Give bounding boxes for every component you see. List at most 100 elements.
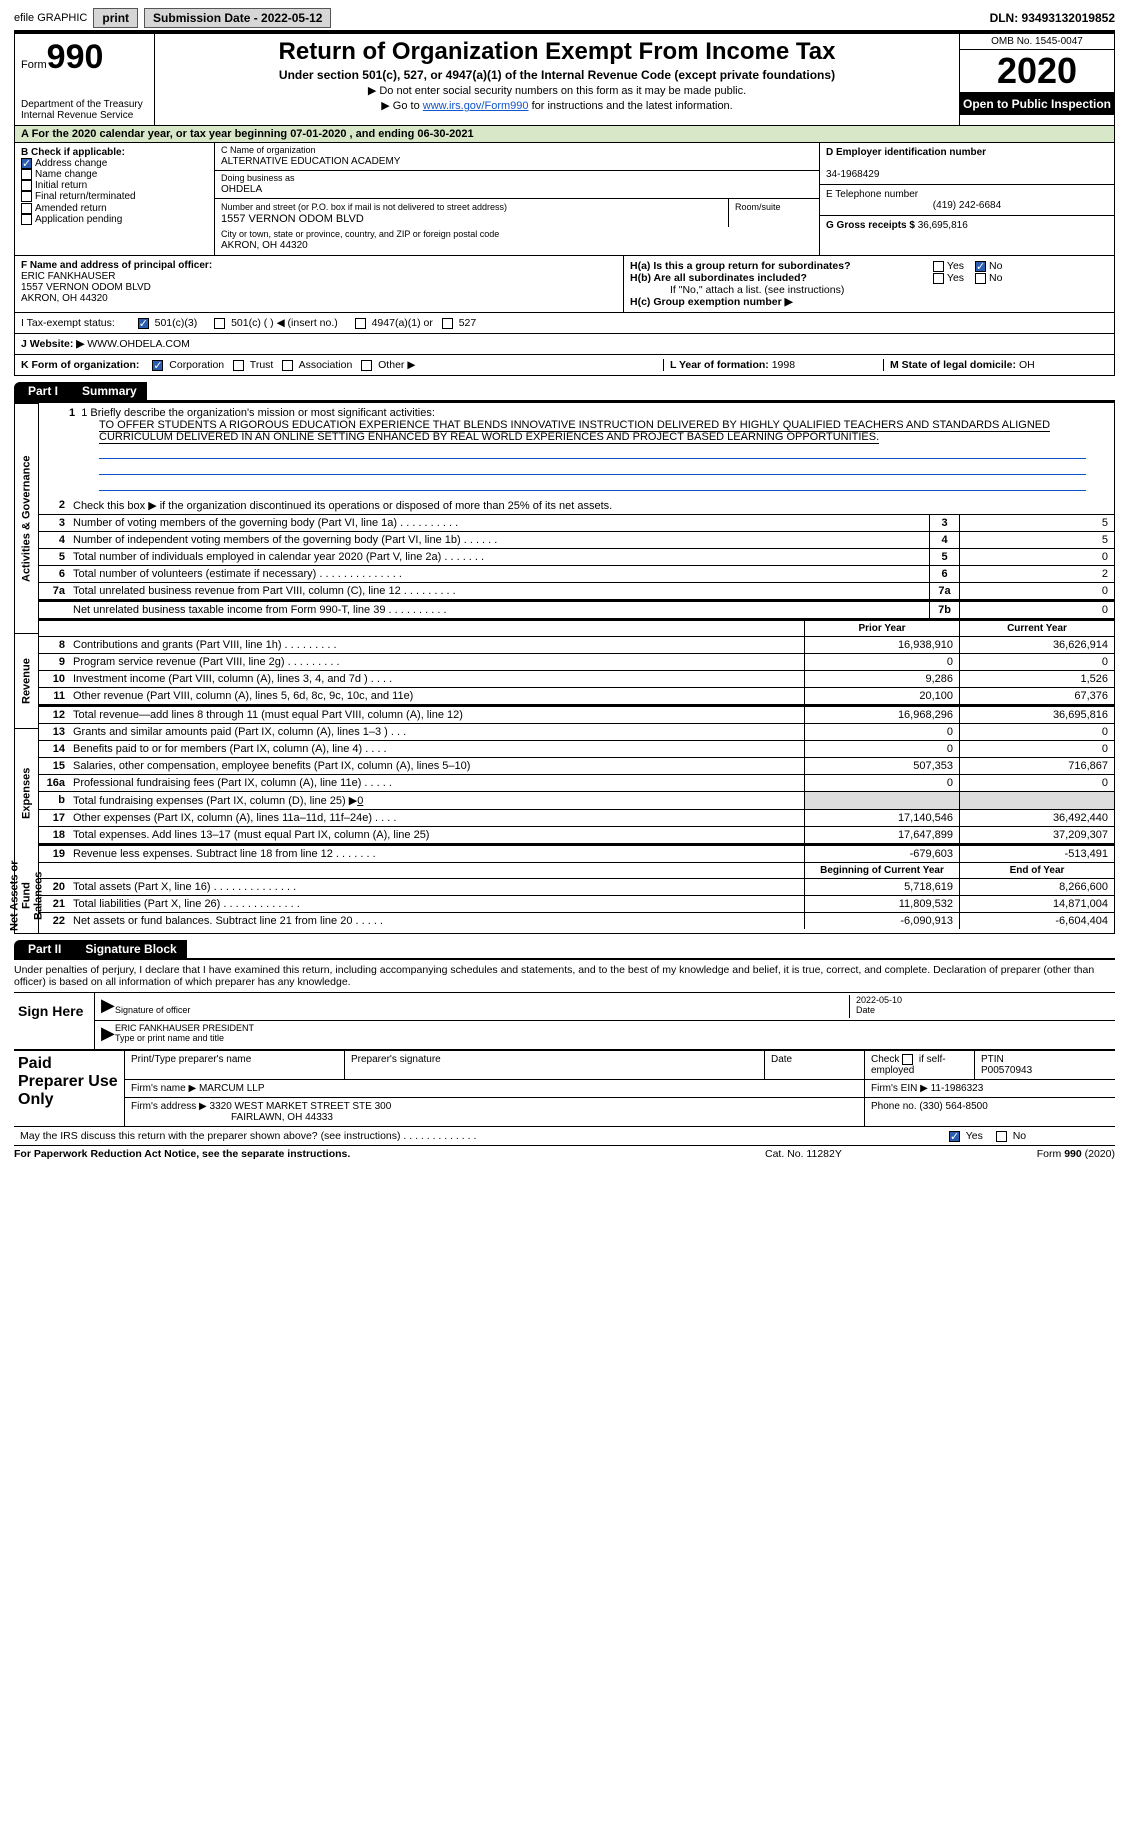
- year-formation: 1998: [772, 359, 795, 371]
- topbar: efile GRAPHIC print Submission Date - 20…: [14, 8, 1115, 32]
- print-button[interactable]: print: [93, 8, 138, 28]
- line21: Total liabilities (Part X, line 26) . . …: [69, 896, 804, 912]
- line11: Other revenue (Part VIII, column (A), li…: [69, 688, 804, 704]
- line19: Revenue less expenses. Subtract line 18 …: [69, 846, 804, 862]
- firm-ein-label: Firm's EIN ▶: [871, 1083, 928, 1094]
- ptin: P00570943: [981, 1065, 1032, 1076]
- open-to-public: Open to Public Inspection: [960, 93, 1114, 115]
- p17: 17,140,546: [804, 810, 959, 826]
- firm-label: Firm's name ▶: [131, 1083, 196, 1094]
- section-h: H(a) Is this a group return for subordin…: [624, 256, 1114, 312]
- officer-street: 1557 VERNON ODOM BLVD: [21, 282, 151, 293]
- ha-no: [975, 261, 986, 272]
- firm-ein: 11-1986323: [931, 1083, 984, 1094]
- val7a: 0: [959, 583, 1114, 599]
- form-label: Form990: [21, 38, 148, 77]
- line8: Contributions and grants (Part VIII, lin…: [69, 637, 804, 653]
- efile-label: efile GRAPHIC: [14, 12, 87, 24]
- c16a: 0: [959, 775, 1114, 791]
- mission-text[interactable]: TO OFFER STUDENTS A RIGOROUS EDUCATION E…: [99, 419, 1050, 444]
- part2-title: Signature Block: [75, 940, 186, 958]
- hdr-current: Current Year: [959, 621, 1114, 636]
- chk-address: [21, 158, 32, 169]
- line16b: Total fundraising expenses (Part IX, col…: [69, 792, 804, 809]
- prep-label: Paid Preparer Use Only: [14, 1051, 124, 1126]
- p11: 20,100: [804, 688, 959, 704]
- chk-amended: [21, 203, 32, 214]
- footer-catno: Cat. No. 11282Y: [765, 1148, 945, 1160]
- vtab-rev: Revenue: [15, 633, 38, 728]
- form-title: Return of Organization Exempt From Incom…: [159, 38, 955, 66]
- section-c: C Name of organizationALTERNATIVE EDUCAT…: [215, 143, 819, 255]
- c14: 0: [959, 741, 1114, 757]
- ha-yes: [933, 261, 944, 272]
- line4: Number of independent voting members of …: [69, 532, 929, 548]
- chk-name: [21, 169, 32, 180]
- line6: Total number of volunteers (estimate if …: [69, 566, 929, 582]
- c19: -513,491: [959, 846, 1114, 862]
- hb-label: H(b) Are all subordinates included?: [630, 272, 930, 284]
- gross-receipts: 36,695,816: [918, 220, 968, 231]
- chk-corp: [152, 360, 163, 371]
- hdr-eoy: End of Year: [959, 863, 1114, 878]
- j-label: J Website: ▶: [21, 338, 84, 350]
- chk-501c3: [138, 318, 149, 329]
- dept-treasury: Department of the Treasury: [21, 99, 148, 110]
- line10: Investment income (Part VIII, column (A)…: [69, 671, 804, 687]
- form-subtitle: Under section 501(c), 527, or 4947(a)(1)…: [159, 68, 955, 82]
- b-label: B Check if applicable:: [21, 147, 125, 158]
- irs-link[interactable]: www.irs.gov/Form990: [423, 100, 529, 112]
- firm-addr2: FAIRLAWN, OH 44333: [231, 1112, 333, 1123]
- firm-name: MARCUM LLP: [199, 1083, 265, 1094]
- discuss-no: [996, 1131, 1007, 1142]
- line14: Benefits paid to or for members (Part IX…: [69, 741, 804, 757]
- submission-date: Submission Date - 2022-05-12: [144, 8, 331, 28]
- line12: Total revenue—add lines 8 through 11 (mu…: [69, 707, 804, 723]
- sign-date: 2022-05-10: [856, 995, 902, 1005]
- discuss-text: May the IRS discuss this return with the…: [20, 1130, 949, 1142]
- val5: 0: [959, 549, 1114, 565]
- val7b: 0: [959, 602, 1114, 618]
- ssn-note: ▶ Do not enter social security numbers o…: [159, 84, 955, 97]
- paid-preparer-block: Paid Preparer Use Only Print/Type prepar…: [14, 1049, 1115, 1126]
- val4: 5: [959, 532, 1114, 548]
- vtab-na: Net Assets or Fund Balances: [15, 858, 38, 933]
- c11: 67,376: [959, 688, 1114, 704]
- p9: 0: [804, 654, 959, 670]
- footer-left: For Paperwork Reduction Act Notice, see …: [14, 1148, 765, 1160]
- ha-label: H(a) Is this a group return for subordin…: [630, 260, 930, 272]
- p16a: 0: [804, 775, 959, 791]
- hb-yes: [933, 273, 944, 284]
- vtab-exp: Expenses: [15, 728, 38, 858]
- firm-addr1: 3320 WEST MARKET STREET STE 300: [210, 1101, 392, 1112]
- sig-label: Signature of officer: [115, 1005, 190, 1015]
- ein: 34-1968429: [826, 169, 879, 180]
- p22: -6,090,913: [804, 913, 959, 929]
- c18: 37,209,307: [959, 827, 1114, 843]
- discuss-row: May the IRS discuss this return with the…: [14, 1126, 1115, 1145]
- street: 1557 VERNON ODOM BLVD: [221, 213, 364, 225]
- k-label: K Form of organization:: [21, 359, 139, 371]
- line7b: Net unrelated business taxable income fr…: [69, 602, 929, 618]
- discuss-yes: [949, 1131, 960, 1142]
- website: WWW.OHDELA.COM: [87, 338, 190, 350]
- line2: Check this box ▶ if the organization dis…: [69, 497, 1114, 514]
- line16a: Professional fundraising fees (Part IX, …: [69, 775, 804, 791]
- line9: Program service revenue (Part VIII, line…: [69, 654, 804, 670]
- section-b: B Check if applicable: Address change Na…: [15, 143, 215, 255]
- chk-other: [361, 360, 372, 371]
- chk-application: [21, 214, 32, 225]
- chk-final: [21, 191, 32, 202]
- val6: 2: [959, 566, 1114, 582]
- hb-note: If "No," attach a list. (see instruction…: [630, 284, 1108, 296]
- summary-table: Activities & Governance Revenue Expenses…: [14, 402, 1115, 934]
- c10: 1,526: [959, 671, 1114, 687]
- line15: Salaries, other compensation, employee b…: [69, 758, 804, 774]
- line5: Total number of individuals employed in …: [69, 549, 929, 565]
- officer-city: AKRON, OH 44320: [21, 293, 108, 304]
- c-name-label: C Name of organization: [221, 145, 316, 155]
- p12: 16,968,296: [804, 707, 959, 723]
- chk-initial: [21, 180, 32, 191]
- section-d: D Employer identification number 34-19684…: [819, 143, 1114, 255]
- ein-label: D Employer identification number: [826, 147, 986, 158]
